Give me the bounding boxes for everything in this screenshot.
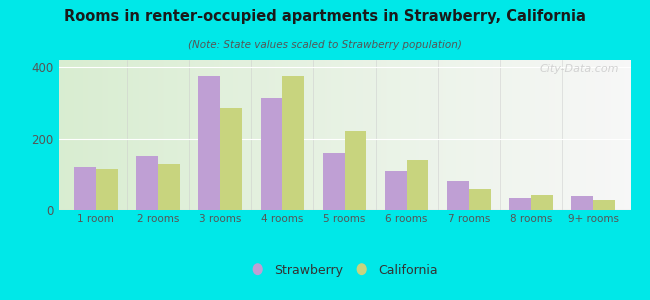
Bar [261,98,282,210]
Bar [571,196,593,210]
Bar [96,169,118,210]
Bar [531,195,552,210]
Bar [158,164,180,210]
Bar [509,197,531,210]
Bar [74,167,96,210]
Text: City-Data.com: City-Data.com [540,64,619,74]
Bar [385,171,407,210]
Bar [593,200,615,210]
Text: Rooms in renter-occupied apartments in Strawberry, California: Rooms in renter-occupied apartments in S… [64,9,586,24]
Bar [198,76,220,210]
Bar [220,108,242,210]
Bar [447,182,469,210]
Text: (Note: State values scaled to Strawberry population): (Note: State values scaled to Strawberry… [188,40,462,50]
Bar [407,160,428,210]
Bar [344,131,366,210]
Bar [469,189,491,210]
Bar [282,76,304,210]
Bar [136,156,158,210]
Legend: Strawberry, California: Strawberry, California [246,259,443,282]
Bar [323,153,345,210]
